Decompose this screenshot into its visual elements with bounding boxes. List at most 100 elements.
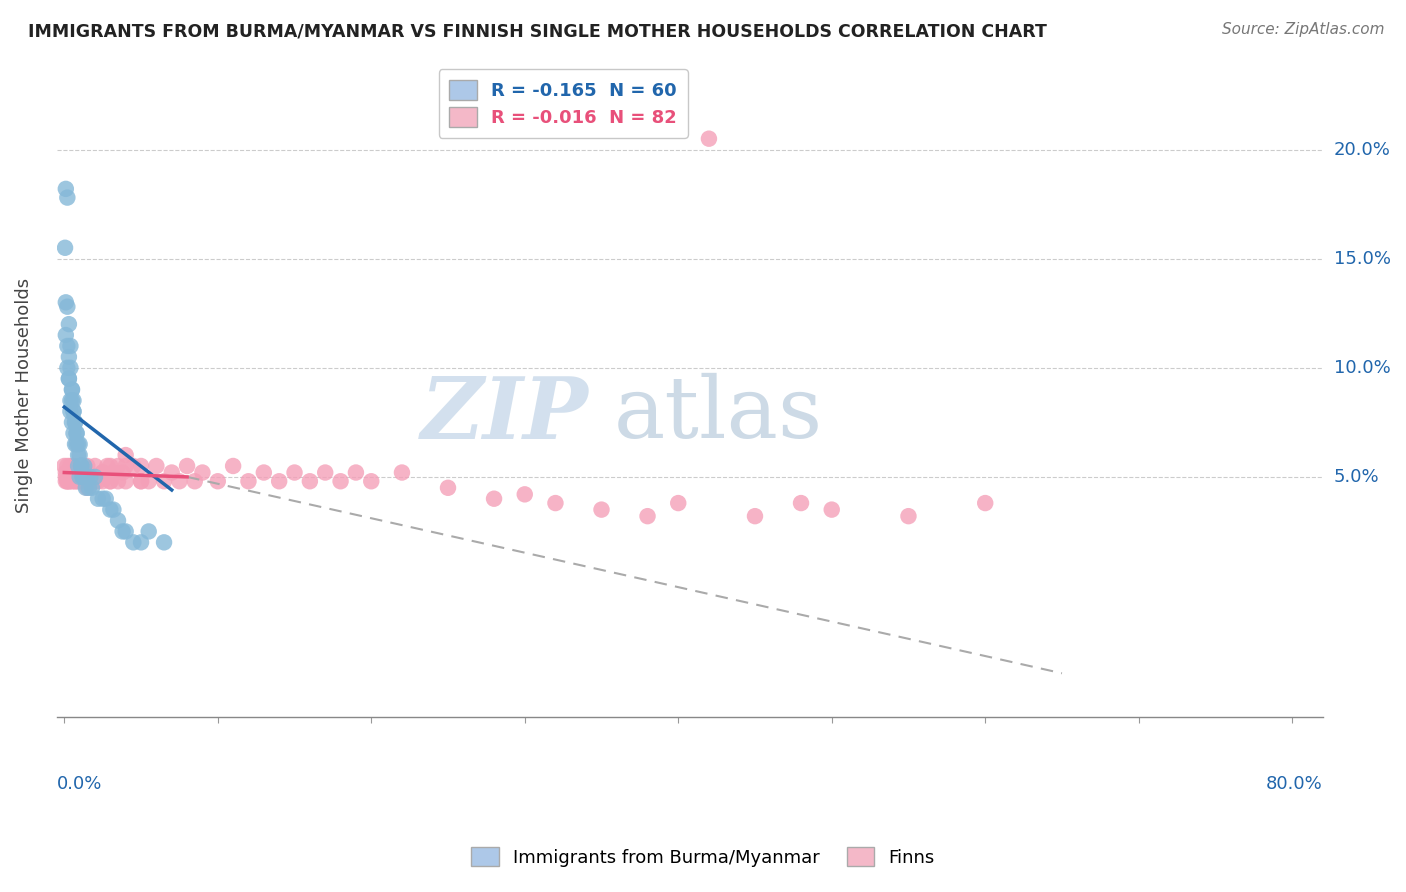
Point	[56, 191, 79, 205]
Point	[94, 491, 117, 506]
Point	[72, 470, 94, 484]
Point	[56, 475, 79, 489]
Point	[391, 466, 413, 480]
Point	[75, 481, 97, 495]
Point	[107, 514, 129, 528]
Point	[63, 415, 86, 429]
Point	[59, 360, 82, 375]
Text: 5.0%: 5.0%	[1334, 468, 1379, 486]
Point	[98, 502, 121, 516]
Point	[145, 458, 167, 473]
Point	[98, 475, 121, 489]
Point	[114, 458, 136, 473]
Point	[56, 360, 79, 375]
Point	[84, 475, 107, 489]
Point	[63, 437, 86, 451]
Point	[58, 372, 80, 386]
Point	[103, 502, 125, 516]
Point	[84, 470, 107, 484]
Point	[76, 481, 98, 495]
Point	[138, 475, 160, 489]
Point	[79, 470, 101, 484]
Point	[69, 475, 91, 489]
Point	[65, 426, 87, 441]
Point	[176, 458, 198, 473]
Point	[666, 496, 689, 510]
Point	[360, 475, 382, 489]
Point	[67, 448, 90, 462]
Point	[60, 458, 83, 473]
Legend: Immigrants from Burma/Myanmar, Finns: Immigrants from Burma/Myanmar, Finns	[464, 840, 942, 874]
Point	[129, 475, 152, 489]
Point	[72, 470, 94, 484]
Point	[65, 437, 87, 451]
Point	[55, 475, 77, 489]
Point	[298, 475, 321, 489]
Point	[63, 475, 86, 489]
Point	[55, 182, 77, 196]
Point	[65, 466, 87, 480]
Point	[70, 458, 93, 473]
Point	[129, 458, 152, 473]
Point	[107, 458, 129, 473]
Point	[55, 470, 77, 484]
Point	[76, 458, 98, 473]
Point	[96, 458, 118, 473]
Point	[114, 524, 136, 539]
Point	[59, 404, 82, 418]
Point	[65, 426, 87, 441]
Point	[129, 475, 152, 489]
Point	[67, 475, 90, 489]
Point	[790, 496, 813, 510]
Point	[160, 466, 183, 480]
Point	[87, 475, 110, 489]
Y-axis label: Single Mother Households: Single Mother Households	[15, 277, 32, 513]
Point	[591, 502, 613, 516]
Point	[974, 496, 997, 510]
Point	[76, 475, 98, 489]
Point	[84, 475, 107, 489]
Point	[69, 466, 91, 480]
Point	[58, 475, 80, 489]
Point	[72, 466, 94, 480]
Point	[63, 415, 86, 429]
Point	[637, 509, 659, 524]
Point	[169, 475, 191, 489]
Point	[91, 491, 114, 506]
Point	[62, 404, 84, 418]
Point	[269, 475, 291, 489]
Point	[55, 466, 77, 480]
Point	[744, 509, 766, 524]
Point	[62, 426, 84, 441]
Point	[897, 509, 920, 524]
Point	[821, 502, 844, 516]
Point	[59, 475, 82, 489]
Point	[207, 475, 229, 489]
Text: atlas: atlas	[614, 373, 823, 456]
Point	[114, 448, 136, 462]
Point	[84, 458, 107, 473]
Point	[69, 448, 91, 462]
Point	[70, 458, 93, 473]
Point	[129, 535, 152, 549]
Legend: R = -0.165  N = 60, R = -0.016  N = 82: R = -0.165 N = 60, R = -0.016 N = 82	[439, 70, 688, 138]
Text: 80.0%: 80.0%	[1267, 775, 1323, 793]
Point	[53, 458, 76, 473]
Point	[63, 475, 86, 489]
Point	[73, 458, 96, 473]
Text: Source: ZipAtlas.com: Source: ZipAtlas.com	[1222, 22, 1385, 37]
Point	[55, 328, 77, 343]
Point	[98, 458, 121, 473]
Point	[60, 415, 83, 429]
Text: 20.0%: 20.0%	[1334, 141, 1391, 159]
Point	[138, 524, 160, 539]
Point	[56, 475, 79, 489]
Point	[62, 404, 84, 418]
Point	[56, 458, 79, 473]
Text: ZIP: ZIP	[420, 373, 589, 456]
Point	[60, 475, 83, 489]
Point	[111, 524, 134, 539]
Point	[238, 475, 260, 489]
Point	[153, 535, 176, 549]
Point	[191, 466, 214, 480]
